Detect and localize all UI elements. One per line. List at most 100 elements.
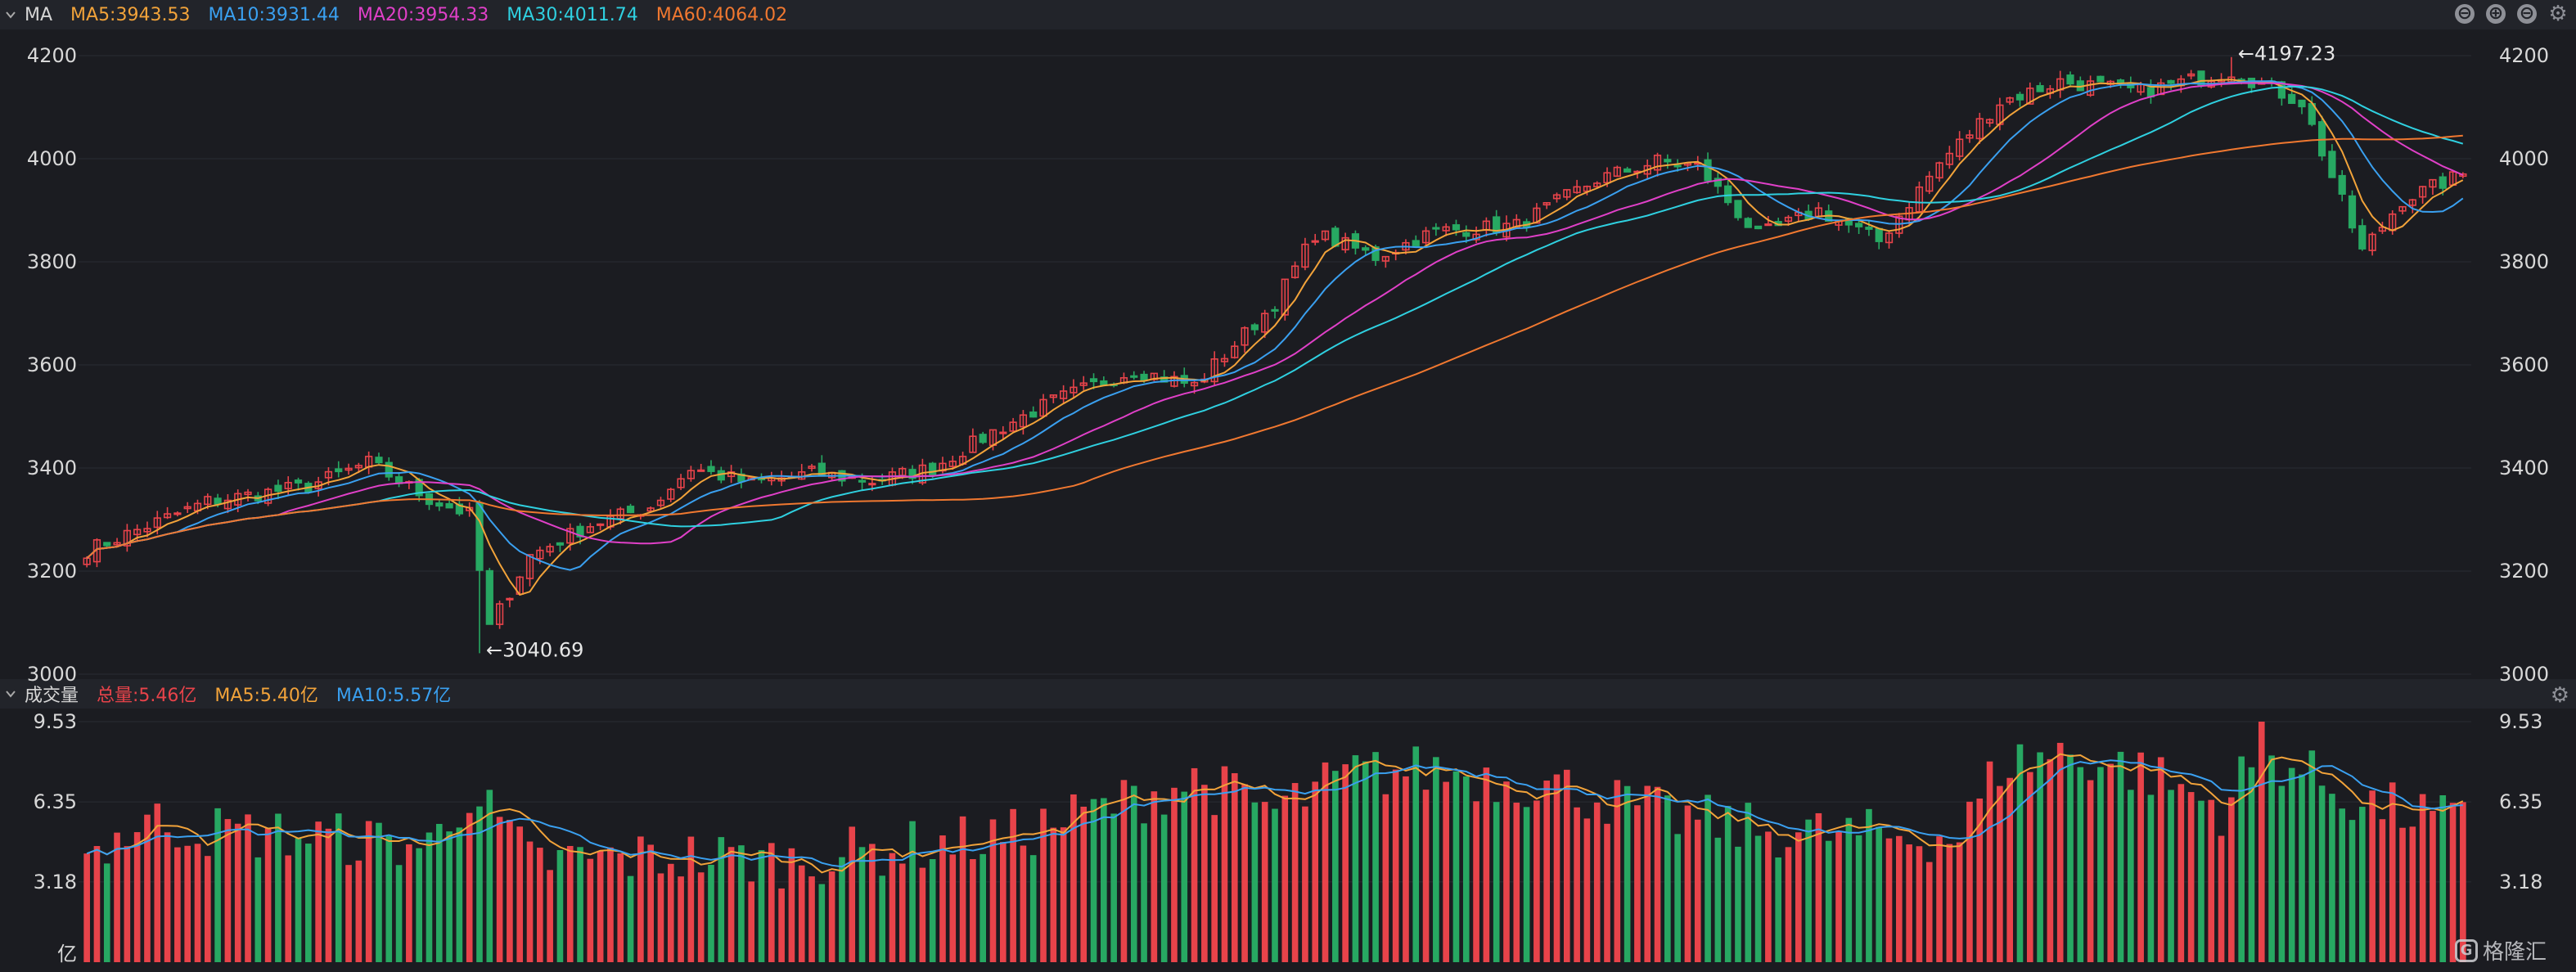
minimize-button[interactable]: ⊖ bbox=[2517, 4, 2537, 24]
volume-bar bbox=[919, 867, 926, 962]
volume-bar bbox=[929, 859, 936, 962]
candle-body bbox=[1764, 223, 1772, 227]
candle-body bbox=[2429, 178, 2437, 188]
extreme-annotation: ←4197.23 bbox=[2238, 43, 2335, 65]
volume-bar bbox=[1412, 746, 1420, 962]
candle-body bbox=[1935, 162, 1943, 179]
volume-bar bbox=[1896, 835, 1903, 962]
volume-bar bbox=[1593, 802, 1601, 962]
candle-body bbox=[1039, 398, 1047, 417]
volume-bar bbox=[2308, 750, 2316, 962]
zoom-out-button[interactable]: ⊖ bbox=[2455, 4, 2475, 24]
volume-bar bbox=[1261, 802, 1268, 962]
candle-body bbox=[1664, 159, 1672, 163]
volume-bar bbox=[2419, 794, 2426, 962]
candle-body bbox=[2066, 74, 2074, 85]
volume-bar bbox=[1110, 813, 1117, 962]
volume-bar bbox=[264, 827, 272, 962]
gear-icon[interactable]: ⚙ bbox=[2548, 2, 2568, 26]
volume-bar bbox=[808, 876, 815, 962]
volume-bar bbox=[2168, 790, 2174, 962]
candle-body bbox=[1432, 227, 1440, 230]
volume-bar bbox=[1664, 795, 1671, 962]
candle-body bbox=[1250, 324, 1259, 331]
candle-body bbox=[597, 523, 605, 526]
volume-bar bbox=[1151, 791, 1158, 962]
volume-bar bbox=[2187, 792, 2195, 962]
volume-tick-left: 3.18 bbox=[34, 871, 77, 893]
candle-body bbox=[173, 512, 182, 515]
candle-body bbox=[284, 482, 292, 489]
volume-bar bbox=[2248, 767, 2255, 962]
candle-body bbox=[697, 469, 705, 472]
candle-body bbox=[1613, 166, 1621, 178]
volume-bar bbox=[2430, 811, 2436, 962]
candle-body bbox=[1985, 119, 1994, 124]
volume-bar bbox=[2107, 763, 2114, 962]
candle-body bbox=[2408, 199, 2416, 206]
volume-bar bbox=[1060, 827, 1067, 962]
candle-body bbox=[2015, 93, 2024, 101]
volume-bar bbox=[758, 850, 765, 962]
gear-icon[interactable]: ⚙ bbox=[2550, 683, 2569, 708]
volume-bar bbox=[1392, 769, 1399, 962]
volume-bar bbox=[2299, 774, 2305, 962]
volume-bar bbox=[2399, 827, 2406, 962]
candle-body bbox=[1130, 375, 1138, 378]
candle-body bbox=[1754, 225, 1763, 230]
volume-bar bbox=[1452, 771, 1460, 962]
volume-bar bbox=[1291, 783, 1299, 962]
candle-body bbox=[495, 603, 504, 625]
volume-bar bbox=[1533, 800, 1540, 962]
volume-bar bbox=[406, 844, 412, 962]
volume-bar bbox=[2218, 835, 2225, 962]
volume-bar bbox=[949, 854, 957, 962]
volume-bar bbox=[2258, 722, 2265, 962]
candle-body bbox=[1079, 382, 1088, 386]
candle-body bbox=[1784, 216, 1793, 223]
volume-bar bbox=[204, 856, 211, 962]
volume-bar bbox=[1422, 790, 1430, 962]
volume-bar bbox=[1956, 842, 1963, 962]
candle-body bbox=[2167, 79, 2175, 84]
candle-body bbox=[2348, 195, 2357, 229]
volume-bar bbox=[1080, 806, 1088, 962]
price-tick-right: 4000 bbox=[2499, 147, 2549, 170]
candle-body bbox=[133, 529, 142, 536]
candle-body bbox=[1231, 345, 1239, 358]
volume-bar bbox=[416, 848, 422, 962]
volume-bar bbox=[2288, 767, 2295, 962]
volume-bar bbox=[1191, 767, 1198, 962]
volume-bar bbox=[1745, 803, 1752, 962]
collapse-chevron-icon[interactable] bbox=[5, 688, 16, 700]
price-tick-left: 3600 bbox=[27, 353, 77, 376]
volume-bar bbox=[2268, 755, 2275, 962]
volume-bar bbox=[798, 865, 805, 962]
candle-body bbox=[1583, 186, 1592, 192]
candle-body bbox=[475, 502, 484, 571]
candle-body bbox=[948, 461, 957, 467]
collapse-chevron-icon[interactable] bbox=[5, 9, 16, 20]
candle-body bbox=[1271, 308, 1279, 312]
volume-bar bbox=[1503, 781, 1510, 962]
volume-bar bbox=[1866, 808, 1872, 962]
zoom-in-button[interactable]: ⊕ bbox=[2486, 4, 2506, 24]
volume-bar bbox=[1483, 767, 1490, 962]
candle-body bbox=[868, 483, 876, 486]
volume-bar bbox=[657, 873, 664, 962]
candle-body bbox=[1956, 138, 1964, 157]
volume-bar bbox=[1976, 798, 1984, 962]
candle-body bbox=[1049, 394, 1057, 398]
volume-bar bbox=[738, 845, 745, 962]
volume-bar bbox=[526, 841, 534, 962]
volume-bar bbox=[970, 859, 976, 962]
volume-bar bbox=[245, 814, 251, 962]
volume-bar bbox=[2369, 790, 2376, 962]
volume-bar bbox=[537, 848, 543, 962]
volume-bar bbox=[1010, 808, 1016, 962]
candlesticks bbox=[83, 56, 2467, 654]
candle-body bbox=[556, 542, 565, 546]
candle-body bbox=[1261, 313, 1269, 333]
price-panel-header: MA MA5:3943.53 MA10:3931.44 MA20:3954.33… bbox=[0, 0, 2576, 29]
